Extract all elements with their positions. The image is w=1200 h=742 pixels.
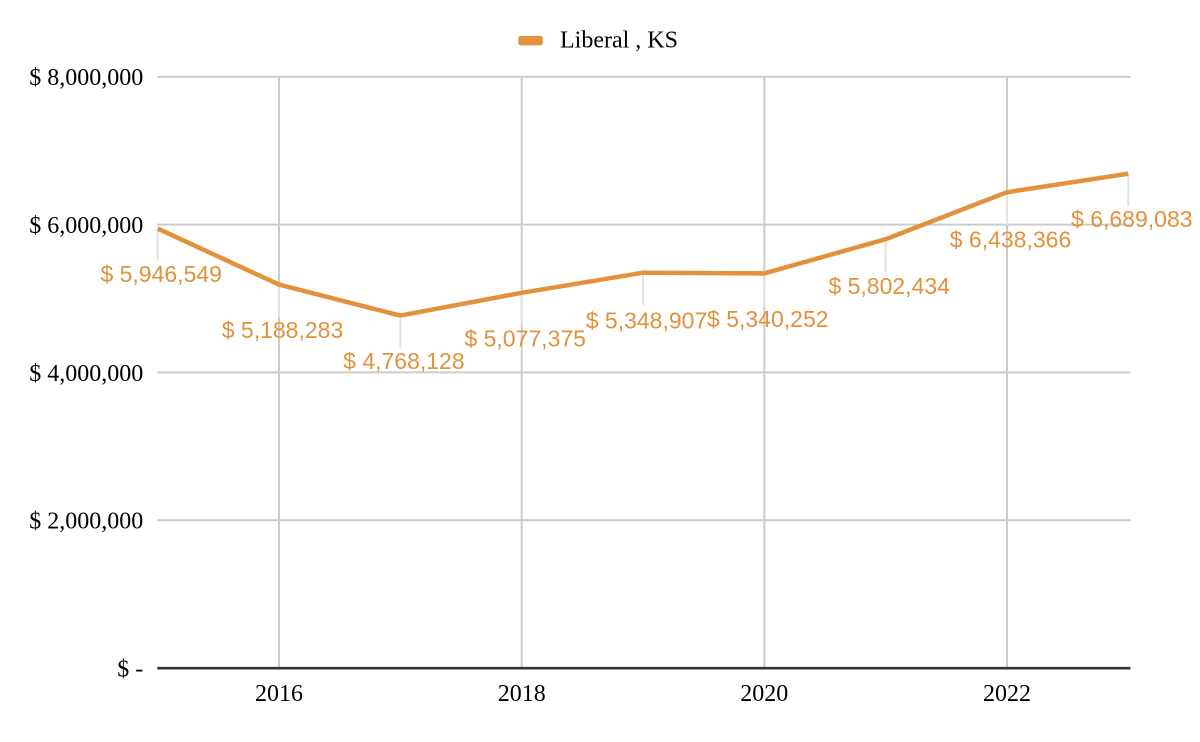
svg-text:2018: 2018 xyxy=(498,681,546,707)
svg-text:2022: 2022 xyxy=(983,681,1031,707)
svg-text:$ 4,000,000: $ 4,000,000 xyxy=(29,361,143,387)
svg-text:$ 5,802,434: $ 5,802,434 xyxy=(828,273,950,299)
svg-text:$ 6,438,366: $ 6,438,366 xyxy=(950,226,1072,252)
svg-text:$ 8,000,000: $ 8,000,000 xyxy=(29,65,143,91)
svg-text:$ 4,768,128: $ 4,768,128 xyxy=(343,348,465,374)
svg-text:2016: 2016 xyxy=(255,681,303,707)
svg-text:$ 5,946,549: $ 5,946,549 xyxy=(100,261,222,287)
svg-text:$ 5,188,283: $ 5,188,283 xyxy=(222,317,344,343)
svg-text:$ 2,000,000: $ 2,000,000 xyxy=(29,509,143,535)
svg-text:$ 6,000,000: $ 6,000,000 xyxy=(29,213,143,239)
svg-text:$ -: $ - xyxy=(117,656,143,682)
svg-text:$ 5,340,252: $ 5,340,252 xyxy=(707,306,829,332)
svg-text:$ 5,077,375: $ 5,077,375 xyxy=(464,325,586,351)
svg-text:$ 5,348,907: $ 5,348,907 xyxy=(586,307,708,333)
svg-text:2020: 2020 xyxy=(740,681,788,707)
svg-text:Liberal , KS: Liberal , KS xyxy=(560,28,678,54)
svg-text:$ 6,689,083: $ 6,689,083 xyxy=(1071,206,1193,232)
